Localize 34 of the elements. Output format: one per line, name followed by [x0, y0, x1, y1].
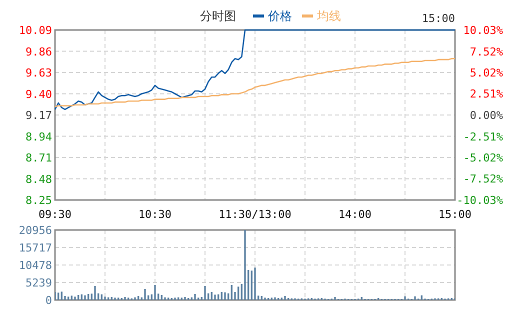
y2-tick-label: 2.51%	[470, 88, 504, 101]
x-tick-label: 10:30	[138, 208, 172, 221]
y-tick-label: 9.40	[26, 88, 52, 101]
y2-tick-label: 10.03%	[463, 24, 504, 37]
y-tick-label: 5239	[26, 276, 52, 290]
y-tick-label: 9.86	[26, 45, 52, 58]
y-tick-label: 8.71	[26, 152, 52, 164]
line-series	[54, 58, 456, 108]
chart-title: 分时图	[200, 9, 236, 23]
legend-label: 价格	[267, 9, 292, 23]
y-tick-label: 10.09	[18, 24, 52, 37]
x-tick-label: 14:00	[338, 208, 372, 221]
x-tick-label: 09:30	[38, 208, 72, 221]
y2-tick-label: -5.02%	[463, 152, 504, 165]
y-tick-label: 0	[45, 294, 52, 307]
x-tick-label: 15:00	[438, 208, 472, 221]
legend-label: 均线	[316, 9, 341, 23]
y2-tick-label: -2.51%	[463, 130, 504, 144]
y-tick-label: 8.94	[26, 130, 52, 144]
y-tick-label: 15717	[18, 242, 52, 254]
y-tick-label: 20956	[18, 224, 52, 237]
y-tick-label: 8.25	[26, 194, 52, 207]
y-tick-label: 9.63	[26, 66, 52, 80]
y2-tick-label: -7.52%	[463, 172, 504, 186]
y2-tick-label: 7.52%	[470, 45, 504, 58]
x-tick-label: 11:30/13:00	[218, 208, 292, 221]
y-tick-label: 8.48	[26, 172, 52, 186]
y2-tick-label: 0.00%	[470, 109, 504, 122]
y-tick-label: 10478	[18, 259, 52, 272]
line-series	[54, 29, 456, 110]
y2-tick-label: -10.03%	[456, 194, 504, 207]
text: 15:00	[422, 12, 455, 25]
y-tick-label: 9.17	[26, 109, 52, 122]
y2-tick-label: 5.02%	[470, 66, 504, 80]
